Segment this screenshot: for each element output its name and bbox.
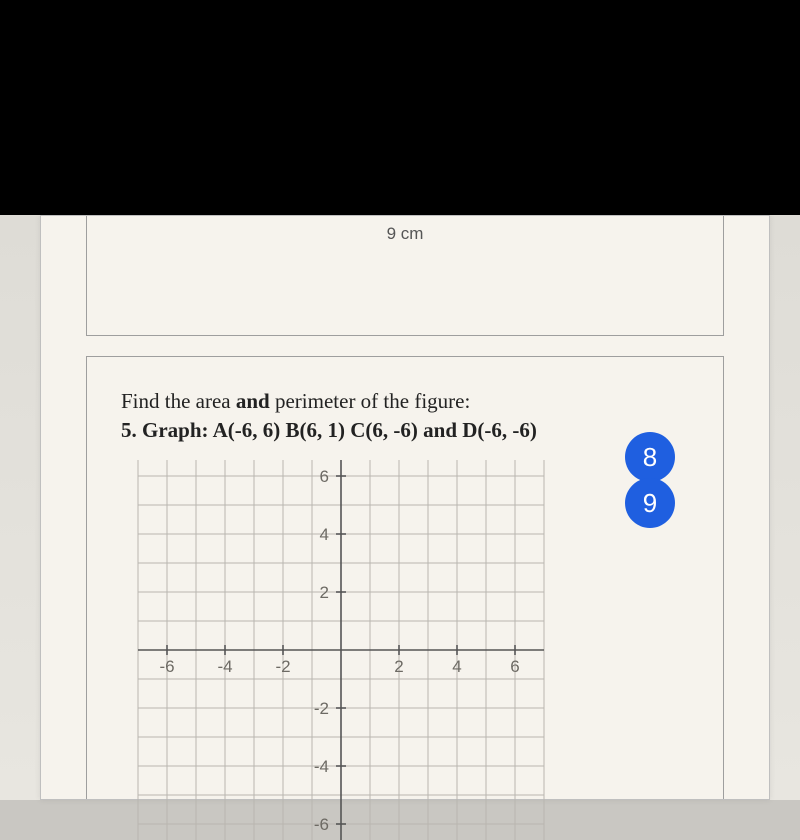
page-background: 9 cm Find the area and perimeter of the …: [0, 215, 800, 800]
prompt-prefix: Find the area: [121, 389, 236, 413]
svg-text:-2: -2: [314, 699, 329, 718]
coordinate-grid: -6 -4 -2 2 4 6 2 4 6 -2 -4 -6: [121, 460, 561, 840]
badge-8-label: 8: [643, 442, 657, 473]
svg-text:-2: -2: [275, 657, 290, 676]
badge-9-label: 9: [643, 488, 657, 519]
black-header-bar: [0, 0, 800, 215]
svg-text:2: 2: [320, 583, 329, 602]
badge-8[interactable]: 8: [625, 432, 675, 482]
svg-text:-6: -6: [314, 815, 329, 834]
svg-text:4: 4: [320, 525, 329, 544]
badge-9[interactable]: 9: [625, 478, 675, 528]
svg-text:-4: -4: [314, 757, 329, 776]
svg-text:-4: -4: [217, 657, 232, 676]
problem-number: 5.: [121, 418, 137, 442]
svg-text:6: 6: [320, 467, 329, 486]
prompt-bold: and: [236, 389, 270, 413]
svg-text:2: 2: [394, 657, 403, 676]
points-text: A(-6, 6) B(6, 1) C(6, -6) and D(-6, -6): [213, 418, 537, 442]
svg-text:4: 4: [452, 657, 461, 676]
svg-text:-6: -6: [159, 657, 174, 676]
dimension-label: 9 cm: [387, 224, 424, 244]
svg-text:6: 6: [510, 657, 519, 676]
problem-cell: Find the area and perimeter of the figur…: [86, 356, 724, 799]
prompt-suffix: perimeter of the figure:: [270, 389, 471, 413]
problem-prompt: Find the area and perimeter of the figur…: [121, 387, 697, 446]
coordinate-grid-wrap: -6 -4 -2 2 4 6 2 4 6 -2 -4 -6: [121, 460, 561, 840]
previous-problem-cell: 9 cm: [86, 216, 724, 336]
worksheet-sheet: 9 cm Find the area and perimeter of the …: [40, 215, 770, 800]
annotation-badges: 8 9: [625, 432, 675, 524]
graph-label: Graph:: [142, 418, 213, 442]
